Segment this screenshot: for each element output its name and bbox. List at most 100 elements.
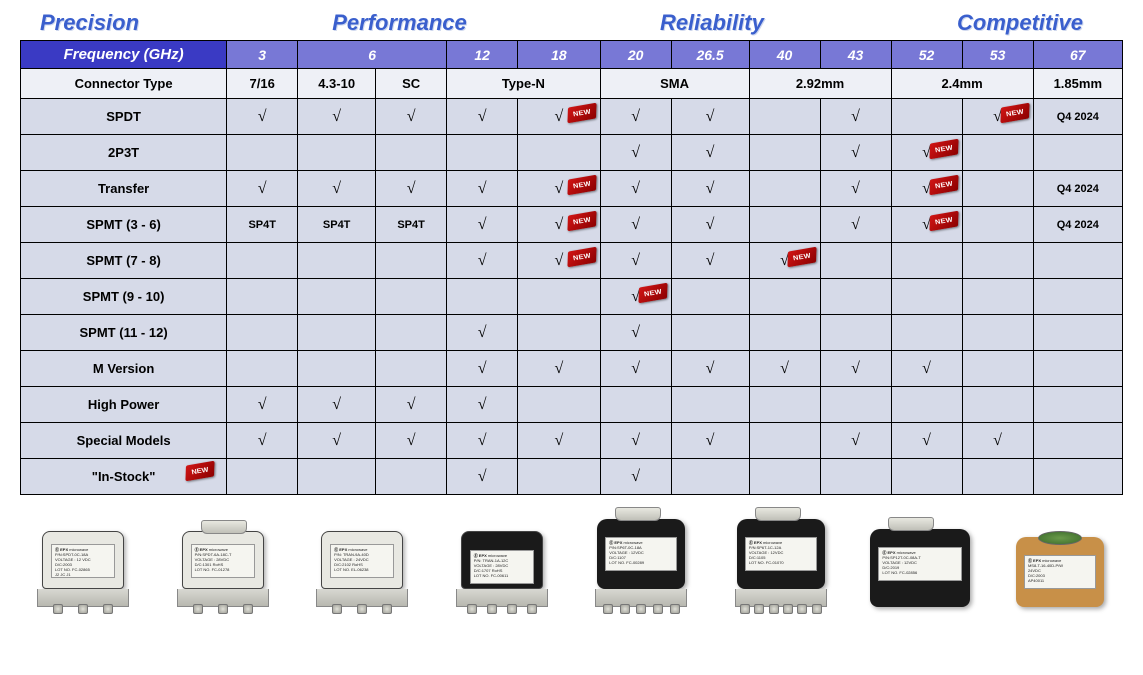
connector-cell: 2.4mm [891, 69, 1033, 99]
data-cell: √ [962, 423, 1033, 459]
data-cell [962, 207, 1033, 243]
data-cell: √ [820, 351, 891, 387]
data-cell: √ [820, 171, 891, 207]
row-label: High Power [21, 387, 227, 423]
product-label: Ⓔ EPX microwaveP/N:SP6T-1C-12AVOLTAGE : … [745, 537, 817, 571]
freq-col: 18 [518, 41, 600, 69]
banner-row: Precision Performance Reliability Compet… [20, 10, 1123, 40]
product-label: Ⓔ EPX microwaveP/N:SPDT-6A-18C-TVOLTAGE … [191, 544, 255, 578]
data-cell [962, 387, 1033, 423]
table-row: SPMT (7 - 8)√√√√√ [21, 243, 1123, 279]
data-cell: √ [820, 423, 891, 459]
table-body: SPDT√√√√√√√√√Q4 20242P3T√√√√Transfer√√√√… [21, 99, 1123, 495]
data-cell [671, 387, 749, 423]
data-cell: √ [518, 207, 600, 243]
product-gallery: Ⓔ EPX microwaveP/N:SPDT-0C-18AVOLTAGE : … [20, 507, 1123, 607]
data-cell [891, 315, 962, 351]
check-icon: √ [332, 180, 341, 197]
row-label: "In-Stock" [21, 459, 227, 495]
new-badge-icon [567, 211, 596, 232]
data-cell: √ [518, 243, 600, 279]
data-cell: √ [600, 207, 671, 243]
new-badge-icon [929, 175, 958, 196]
product-photo: Ⓔ EPX microwaveP/N:SP12T-0C-08A-TVOLTAGE… [861, 507, 979, 607]
rf-connector-icon [769, 604, 779, 614]
data-cell [1033, 243, 1122, 279]
check-icon: √ [478, 324, 487, 341]
data-cell [298, 459, 376, 495]
data-cell [671, 315, 749, 351]
data-cell [671, 459, 749, 495]
table-row: Transfer√√√√√√√√√Q4 2024 [21, 171, 1123, 207]
rf-connector-icon [243, 604, 253, 614]
data-cell: √ [518, 171, 600, 207]
data-cell [298, 315, 376, 351]
top-cap-icon [1038, 531, 1082, 545]
freq-col: 67 [1033, 41, 1122, 69]
data-cell [891, 99, 962, 135]
connector-row: Connector Type 7/164.3-10SCType-NSMA2.92… [21, 69, 1123, 99]
data-cell [749, 171, 820, 207]
data-cell: √ [447, 423, 518, 459]
data-cell: √ [820, 135, 891, 171]
data-cell [376, 351, 447, 387]
data-cell: √ [518, 351, 600, 387]
row-label: SPMT (9 - 10) [21, 279, 227, 315]
connector-cell: SMA [600, 69, 749, 99]
data-cell: √ [671, 423, 749, 459]
data-cell: √ [962, 99, 1033, 135]
data-cell: √ [600, 315, 671, 351]
check-icon: √ [706, 216, 715, 233]
row-label: M Version [21, 351, 227, 387]
rf-connector-icon [603, 604, 613, 614]
data-cell: √ [227, 423, 298, 459]
data-cell: √ [447, 315, 518, 351]
data-cell: √ [600, 279, 671, 315]
connector-cell: Type-N [447, 69, 600, 99]
connector-cell: 4.3-10 [298, 69, 376, 99]
data-cell: √ [749, 243, 820, 279]
check-icon: √ [478, 180, 487, 197]
check-icon: √ [332, 396, 341, 413]
mount-base [316, 589, 408, 607]
data-cell [518, 279, 600, 315]
check-icon: √ [258, 108, 267, 125]
table-row: Special Models√√√√√√√√√√ [21, 423, 1123, 459]
data-cell [227, 315, 298, 351]
data-cell [1033, 387, 1122, 423]
data-cell: √ [447, 387, 518, 423]
data-cell [227, 243, 298, 279]
data-cell: √ [376, 423, 447, 459]
table-row: SPMT (11 - 12)√√ [21, 315, 1123, 351]
data-cell: √ [227, 387, 298, 423]
data-cell [518, 387, 600, 423]
data-cell [298, 279, 376, 315]
data-cell [962, 315, 1033, 351]
data-cell [820, 387, 891, 423]
check-icon: √ [706, 144, 715, 161]
data-cell: √ [891, 171, 962, 207]
data-cell [820, 279, 891, 315]
data-cell [376, 315, 447, 351]
data-cell [376, 279, 447, 315]
data-cell [227, 351, 298, 387]
data-cell [891, 243, 962, 279]
check-icon: √ [631, 108, 640, 125]
data-cell [518, 135, 600, 171]
freq-col: 52 [891, 41, 962, 69]
data-cell [749, 99, 820, 135]
banner-reliability: Reliability [660, 10, 764, 36]
check-icon: √ [631, 360, 640, 377]
table-row: High Power√√√√ [21, 387, 1123, 423]
data-cell [1033, 459, 1122, 495]
freq-col: 12 [447, 41, 518, 69]
check-icon: √ [478, 360, 487, 377]
data-cell [749, 423, 820, 459]
data-cell: √ [227, 99, 298, 135]
data-cell [820, 315, 891, 351]
new-badge-icon [929, 211, 958, 232]
data-cell: √ [891, 135, 962, 171]
new-badge-icon [638, 283, 667, 304]
product-label: Ⓔ EPX microwaveP/N:SPDT-0C-18AVOLTAGE : … [51, 544, 115, 578]
data-cell [749, 279, 820, 315]
